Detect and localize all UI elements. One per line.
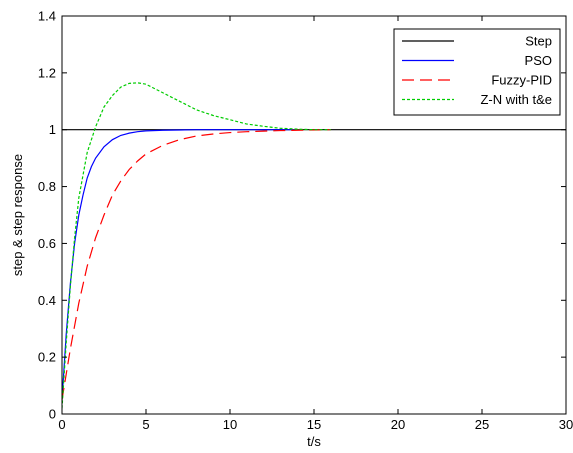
y-tick-label: 0	[49, 407, 56, 422]
y-tick-label: 1.4	[38, 9, 56, 24]
x-tick-label: 15	[307, 417, 321, 432]
y-tick-label: 0.4	[38, 293, 56, 308]
x-tick-label: 5	[142, 417, 149, 432]
y-tick-label: 1	[49, 122, 56, 137]
y-tick-label: 0.8	[38, 179, 56, 194]
y-tick-label: 1.2	[38, 65, 56, 80]
legend: Step PSO Fuzzy-PID Z-N with t&e	[393, 28, 561, 116]
x-tick-label: 20	[391, 417, 405, 432]
legend-label: PSO	[525, 53, 552, 68]
legend-label: Fuzzy-PID	[491, 73, 552, 88]
series-line-z-n-with-t-e	[62, 82, 331, 409]
x-tick-label: 10	[223, 417, 237, 432]
x-tick-label: 30	[559, 417, 573, 432]
legend-box	[393, 28, 561, 116]
legend-label: Step	[525, 34, 552, 49]
y-axis-label: step & step response	[10, 154, 25, 276]
y-tick-label: 0.6	[38, 236, 56, 251]
legend-label: Z-N with t&e	[480, 92, 552, 107]
axes-layer: 0 5 10 15 20 25 30 0 0.2 0.4 0.6 0.8 1 1.2 1.4	[38, 9, 573, 433]
series-line-pso	[62, 129, 298, 400]
series-line-fuzzy-pid	[62, 129, 331, 400]
y-tick-label: 0.2	[38, 350, 56, 365]
x-tick-label: 25	[475, 417, 489, 432]
series-layer	[62, 82, 566, 409]
x-tick-label: 0	[58, 417, 65, 432]
x-axis-label: t/s	[307, 434, 321, 449]
